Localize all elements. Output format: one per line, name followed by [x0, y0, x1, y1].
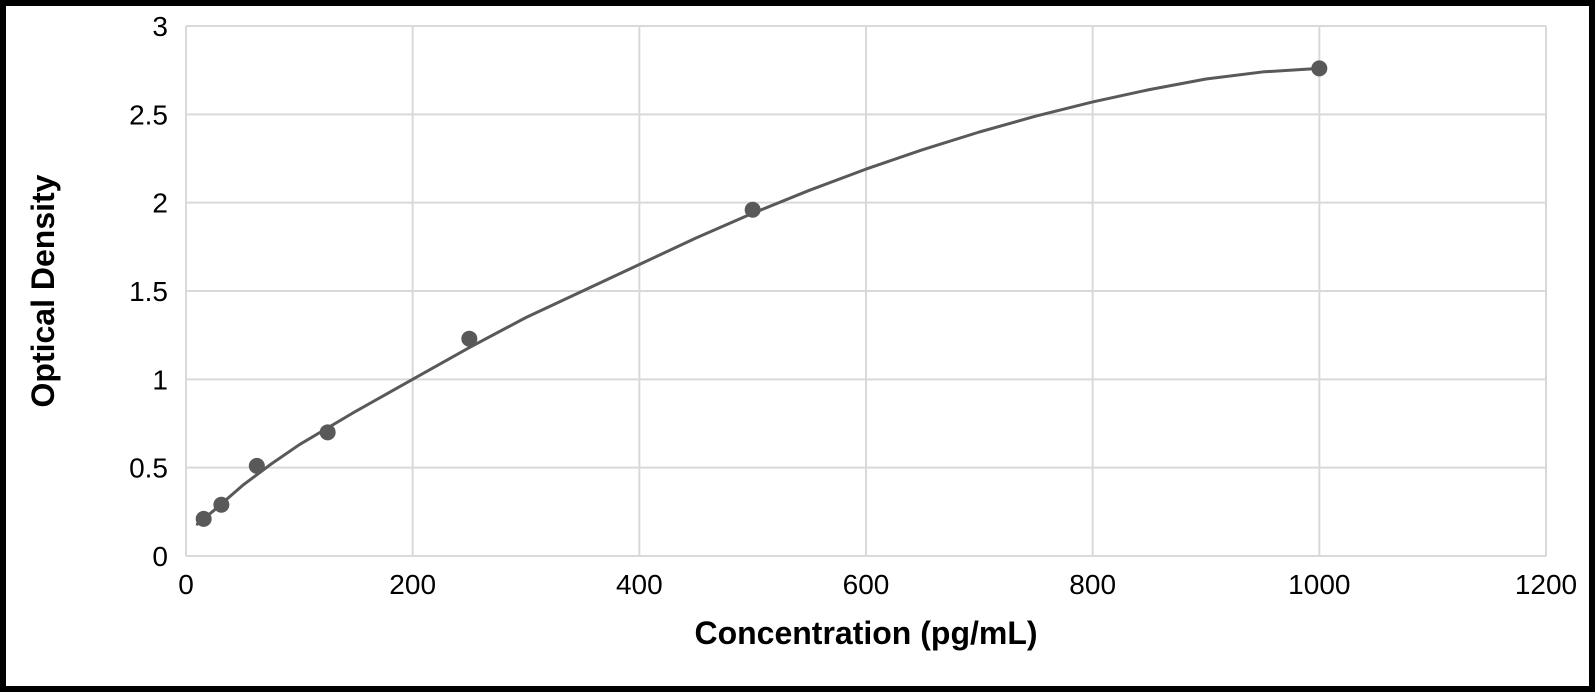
- chart-svg: 0 200 400 600 800 1000 1200 0 0.5 1 1.5 2 2.5 3 Concen…: [6, 6, 1589, 686]
- data-point: [196, 511, 212, 527]
- data-point: [745, 202, 761, 218]
- x-axis-label: Concentration (pg/mL): [694, 615, 1037, 651]
- y-tick-label: 2.5: [129, 99, 168, 130]
- y-tick-label: 0: [152, 541, 168, 572]
- data-point: [1311, 60, 1327, 76]
- x-tick-label: 400: [616, 569, 663, 600]
- y-tick-label: 0.5: [129, 453, 168, 484]
- y-tick-label: 2: [152, 188, 168, 219]
- y-tick-label: 1.5: [129, 276, 168, 307]
- x-tick-label: 1000: [1288, 569, 1350, 600]
- chart-bg: [6, 6, 1589, 686]
- y-tick-label: 3: [152, 11, 168, 42]
- x-tick-label: 0: [178, 569, 194, 600]
- y-tick-label: 1: [152, 364, 168, 395]
- x-tick-label: 1200: [1515, 569, 1577, 600]
- data-point: [461, 331, 477, 347]
- data-point: [249, 458, 265, 474]
- x-tick-label: 800: [1069, 569, 1116, 600]
- x-tick-label: 200: [389, 569, 436, 600]
- chart-frame: 0 200 400 600 800 1000 1200 0 0.5 1 1.5 2 2.5 3 Concen…: [0, 0, 1595, 692]
- data-point: [320, 424, 336, 440]
- x-tick-label: 600: [843, 569, 890, 600]
- chart-container: 0 200 400 600 800 1000 1200 0 0.5 1 1.5 2 2.5 3 Concen…: [6, 6, 1589, 686]
- data-point: [213, 497, 229, 513]
- y-axis-label: Optical Density: [25, 174, 61, 407]
